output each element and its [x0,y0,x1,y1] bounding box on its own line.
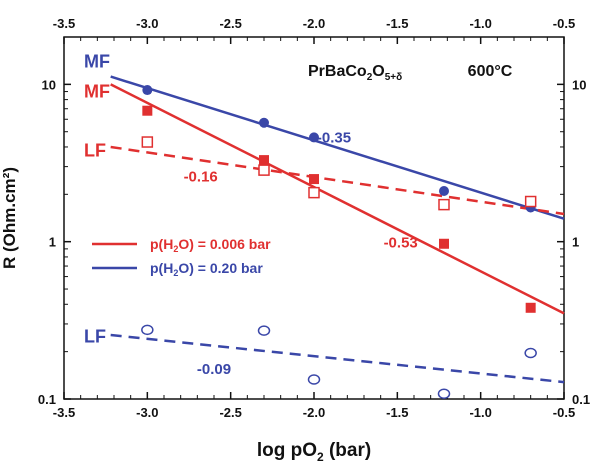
x-tick-label-top: -1.5 [386,16,408,31]
slope-label: -0.09 [197,361,231,378]
legend-red-sub: 2 [173,244,178,254]
x-axis-title-pre: log pO [257,440,317,461]
legend-label-blue: p(H2O) = 0.20 bar [150,260,263,278]
data-point-lf_red [438,198,450,211]
y-tick-label-right: 1 [572,235,579,250]
ticks-layer: -3.5 -3.5 -3.0 -3.0 -2.5 -2.5 -2.0 -2.0 -1.5 -1.5… [38,16,590,420]
data-point-lf_blue [437,388,451,399]
y-tick-label-right: 10 [572,77,586,92]
x-tick-label-top: -2.5 [219,16,241,31]
data-point-mf_red [439,238,449,249]
x-axis-title-post: (bar) [324,440,372,461]
title-sub2: 5+δ [385,72,402,83]
legend-red-post: O) = 0.006 bar [178,236,271,252]
data-point-lf_blue [141,324,154,336]
data-point-lf_red [524,195,537,208]
legend: p(H2O) = 0.006 bar p(H2O) = 0.20 bar [92,236,271,278]
chart-title: PrBaCo2O5+δ [308,63,402,83]
title-base: PrBaCo [308,63,367,80]
x-tick-label-bottom: -1.0 [469,405,491,420]
y-tick-label-right: 0.1 [572,392,590,407]
slope-label: -0.53 [384,234,418,251]
legend-blue-sub: 2 [173,268,178,278]
legend-blue-pre: p(H [150,260,173,276]
temperature-label: 600°C [468,63,513,80]
x-tick-label-top: -2.0 [303,16,325,31]
x-tick-label-top: -3.5 [53,16,75,31]
data-point-mf_red [142,105,153,116]
x-tick-label-bottom: -3.5 [53,405,75,420]
data-point-mf_blue [259,117,269,128]
y-tick-label-left: 10 [42,77,56,92]
fit-line-mf_red [110,83,565,315]
fit-line-lf_red [110,145,565,216]
data-point-mf_blue [439,185,449,196]
data-point-mf_red [309,174,319,185]
x-tick-label-bottom: -2.0 [303,405,325,420]
data-point-lf_red [258,164,270,176]
data-point-lf_red [141,136,154,148]
x-tick-label-bottom: -2.5 [219,405,241,420]
title-sub1: 2 [367,72,373,83]
x-tick-label-bottom: -1.5 [386,405,408,420]
x-tick-label-top: -1.0 [469,16,491,31]
data-point-mf_blue [309,132,319,143]
fit-lines-layer [110,75,565,384]
data-point-lf_blue [307,374,321,385]
fit-line-lf_blue [110,333,565,384]
y-tick-label-left: 1 [49,235,56,250]
data-point-lf_blue [524,347,537,359]
x-tick-label-top: -3.0 [136,16,158,31]
legend-blue-post: O) = 0.20 bar [178,260,263,276]
x-axis-title-sub: 2 [317,450,324,464]
slope-label: -0.35 [317,129,351,146]
annotation-layer: MF MF LF LF -0.35 -0.16 -0.53 -0.09 [84,51,418,378]
legend-label-red: p(H2O) = 0.006 bar [150,236,271,254]
data-point-mf_red [525,302,536,313]
x-tick-label-bottom: -0.5 [553,405,575,420]
series-label-lf_blue: LF [84,326,106,346]
slope-label: -0.16 [184,168,218,185]
data-point-mf_red [259,155,269,166]
series-label-mf_red: MF [84,82,110,102]
title-mid: O [372,63,384,80]
x-tick-label-top: -0.5 [553,16,575,31]
x-axis-title: log pO2 (bar) [257,440,371,464]
legend-red-pre: p(H [150,236,173,252]
data-point-lf_red [308,186,320,199]
fit-line-mf_blue [110,75,565,220]
plot-frame [63,36,565,400]
y-tick-label-left: 0.1 [38,392,56,407]
x-tick-label-bottom: -3.0 [136,405,158,420]
series-label-mf_blue: MF [84,51,110,71]
data-point-lf_blue [257,325,271,336]
series-label-lf_red: LF [84,140,106,160]
data-points-layer [141,85,537,399]
data-point-mf_blue [142,85,153,96]
y-axis-title: R (Ohm.cm²) [0,167,19,269]
